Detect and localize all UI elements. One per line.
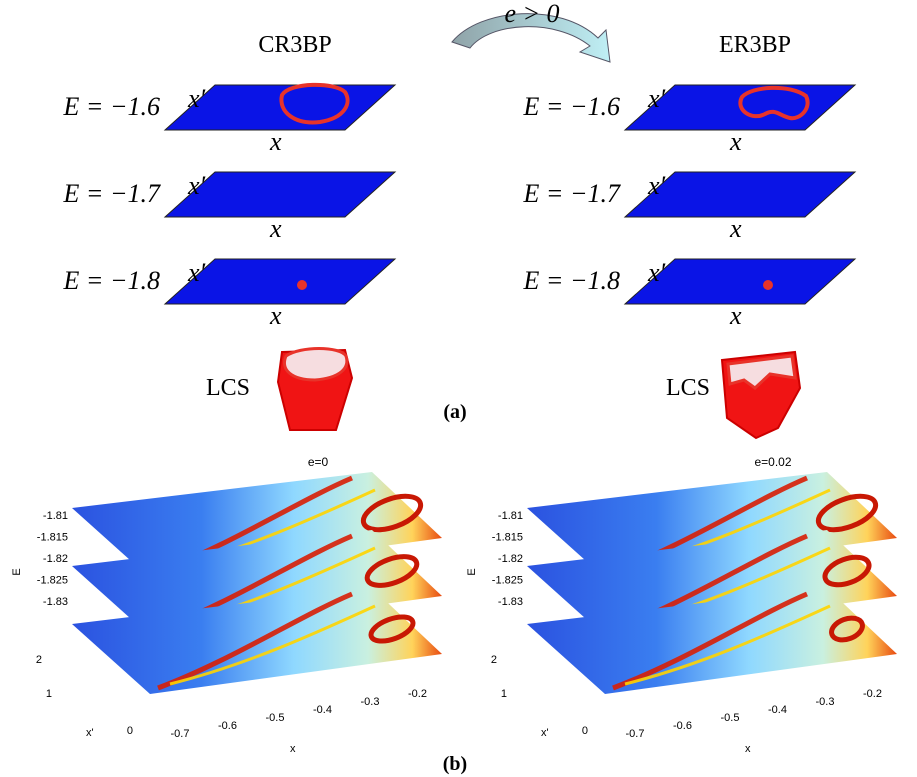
- axis-label: x: [269, 214, 282, 243]
- lcs-top: [284, 349, 346, 381]
- x-tick-label: -0.5: [266, 712, 285, 724]
- e-tick-label: -1.815: [37, 532, 68, 544]
- xp-tick-label: 2: [491, 654, 497, 666]
- column-title: CR3BP: [258, 32, 331, 58]
- e-tick-label: -1.81: [43, 510, 68, 522]
- lcs-label: LCS: [206, 375, 250, 401]
- axis-label: x′: [647, 84, 666, 113]
- figure: e > 0 (a) (b) CR3BP E = −1.6 x′ x E = −1.7 x′…: [0, 0, 917, 777]
- xp-tick-label: 2: [36, 654, 42, 666]
- axis-label: E: [11, 568, 23, 575]
- x-tick-label: -0.2: [408, 688, 427, 700]
- axis-label: x': [86, 727, 94, 739]
- lcs-slice: [763, 280, 773, 290]
- x-tick-label: -0.6: [673, 720, 692, 732]
- energy-label: E = −1.8: [63, 266, 160, 295]
- energy-label: E = −1.7: [523, 179, 621, 208]
- axis-label: x: [729, 127, 742, 156]
- plot-title: e=0: [308, 455, 329, 469]
- x-tick-label: -0.4: [313, 704, 332, 716]
- axis-label: x′: [187, 171, 206, 200]
- e-tick-label: -1.83: [498, 596, 523, 608]
- energy-label: E = −1.7: [63, 179, 161, 208]
- xp-tick-label: 1: [501, 688, 507, 700]
- axis-label: x′: [187, 84, 206, 113]
- x-tick-label: -0.3: [816, 696, 835, 708]
- xp-tick-label: 1: [46, 688, 52, 700]
- x-tick-label: -0.7: [171, 728, 190, 740]
- x-tick-label: -0.4: [768, 704, 787, 716]
- x-tick-label: -0.5: [721, 712, 740, 724]
- e-tick-label: -1.825: [37, 575, 68, 587]
- e-tick-label: -1.825: [492, 575, 523, 587]
- axis-label: x: [269, 301, 282, 330]
- axis-label: x′: [187, 258, 206, 287]
- column-title: ER3BP: [719, 32, 791, 58]
- e-tick-label: -1.815: [492, 532, 523, 544]
- axis-label: x: [745, 743, 751, 755]
- energy-label: E = −1.6: [63, 92, 160, 121]
- axis-label: E: [466, 568, 478, 575]
- lcs-slice: [297, 280, 307, 290]
- panel-label: (a): [443, 401, 466, 423]
- plot-title: e=0.02: [754, 455, 791, 469]
- e-tick-label: -1.82: [43, 553, 68, 565]
- energy-label: E = −1.8: [523, 266, 620, 295]
- axis-label: x: [269, 127, 282, 156]
- axis-label: x': [541, 727, 549, 739]
- x-tick-label: -0.6: [218, 720, 237, 732]
- energy-label: E = −1.6: [523, 92, 620, 121]
- xp-tick-label: 0: [127, 725, 133, 737]
- xp-tick-label: 0: [582, 725, 588, 737]
- x-tick-label: -0.2: [863, 688, 882, 700]
- axis-label: x: [729, 214, 742, 243]
- lcs-label: LCS: [666, 375, 710, 401]
- axis-label: x′: [647, 171, 666, 200]
- axis-label: x′: [647, 258, 666, 287]
- arrow-label: e > 0: [504, 0, 559, 28]
- e-tick-label: -1.83: [43, 596, 68, 608]
- x-tick-label: -0.7: [626, 728, 645, 740]
- x-tick-label: -0.3: [361, 696, 380, 708]
- panel-label: (b): [443, 753, 467, 775]
- e-tick-label: -1.81: [498, 510, 523, 522]
- axis-label: x: [290, 743, 296, 755]
- axis-label: x: [729, 301, 742, 330]
- e-tick-label: -1.82: [498, 553, 523, 565]
